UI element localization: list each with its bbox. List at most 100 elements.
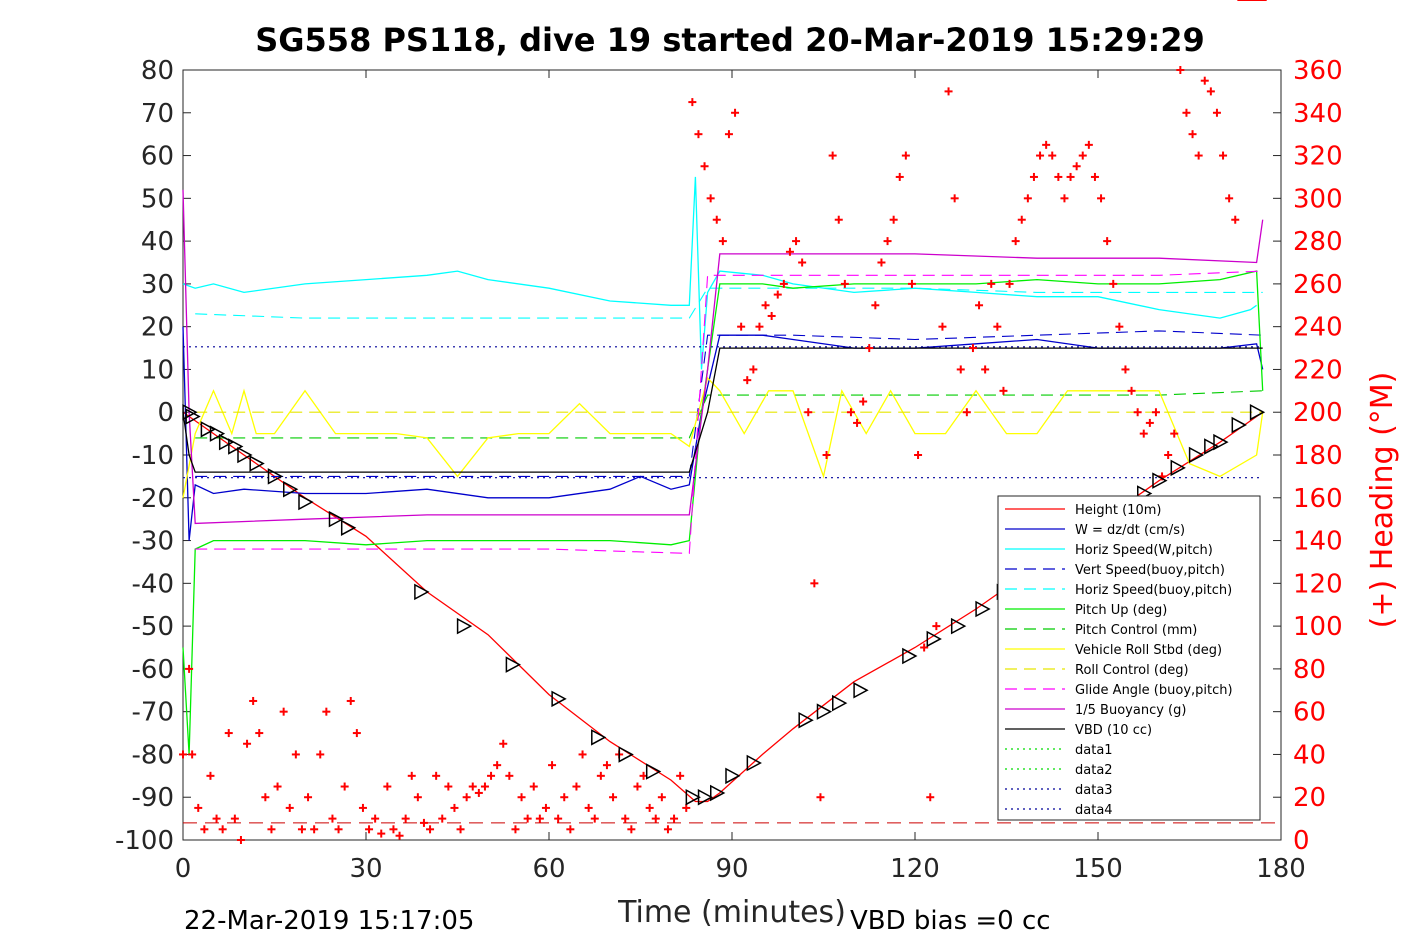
heading-point <box>981 365 990 374</box>
y-tick-label: -20 <box>132 484 174 514</box>
series-line-5 <box>182 270 1264 755</box>
heading-point <box>554 814 563 823</box>
heading-point <box>932 622 941 631</box>
series-line-3 <box>195 330 1263 477</box>
height-marker <box>298 493 314 511</box>
height-marker <box>551 690 567 708</box>
heading-point <box>1206 87 1215 96</box>
heading-point <box>1060 194 1069 203</box>
x-tick-label: 30 <box>349 854 382 884</box>
heading-point <box>633 782 642 791</box>
y2-tick-label: 120 <box>1293 569 1343 599</box>
y2-tick-label: 260 <box>1293 270 1343 300</box>
heading-point <box>499 739 508 748</box>
legend-label: data3 <box>1075 783 1113 798</box>
height-marker <box>228 438 244 455</box>
height-marker <box>950 617 967 635</box>
heading-point <box>474 788 483 797</box>
series-line-9 <box>195 270 1263 554</box>
heading-point <box>185 664 194 673</box>
legend: Height (10m) W = dz/dt (cm/s) Horiz Speed(… <box>997 495 1261 821</box>
heading-point <box>1231 215 1240 224</box>
heading-point <box>743 376 752 385</box>
heading-point <box>590 814 599 823</box>
heading-point <box>621 814 630 823</box>
heading-point <box>566 825 575 834</box>
heading-point <box>480 782 489 791</box>
heading-point <box>541 803 550 812</box>
heading-point <box>1036 151 1045 160</box>
heading-point <box>310 825 319 834</box>
legend-box <box>997 495 1261 821</box>
legend-label: Glide Angle (buoy,pitch) <box>1075 683 1233 698</box>
x-tick-label: 90 <box>715 854 748 884</box>
series-line-10 <box>182 189 1264 525</box>
heading-point <box>407 771 416 780</box>
heading-point <box>828 151 837 160</box>
heading-point <box>1115 322 1124 331</box>
heading-point <box>865 344 874 353</box>
heading-point <box>804 408 813 417</box>
heading-point <box>340 782 349 791</box>
heading-point <box>560 793 569 802</box>
height-marker <box>267 468 284 485</box>
heading-point <box>920 643 929 652</box>
heading-point <box>432 771 441 780</box>
height-marker <box>1213 433 1229 451</box>
heading-point <box>255 729 264 738</box>
y2-tick-label: 180 <box>1293 441 1343 471</box>
heading-point <box>1194 151 1203 160</box>
y2-tick-label: 280 <box>1293 227 1343 257</box>
chart-title: SG558 PS118, dive 19 started 20-Mar-2019… <box>255 21 1205 59</box>
heading-point <box>792 237 801 246</box>
heading-point <box>206 771 215 780</box>
heading-point <box>651 814 660 823</box>
legend-label: Horiz Speed(buoy,pitch) <box>1075 583 1232 598</box>
y2-axis-label: (+) Heading (°M) <box>1365 372 1400 629</box>
heading-point <box>200 825 209 834</box>
legend-label: Height (10m) <box>1075 503 1161 518</box>
heading-layer <box>179 0 1267 844</box>
heading-point <box>1133 408 1142 417</box>
series-line-7 <box>182 376 1264 498</box>
y-tick-label: -30 <box>132 527 174 557</box>
y-tick-label: 50 <box>141 184 174 214</box>
y2-tick-label: 160 <box>1293 484 1343 514</box>
heading-point <box>505 771 514 780</box>
heading-point <box>773 290 782 299</box>
heading-point <box>871 301 880 310</box>
heading-point <box>889 215 898 224</box>
heading-point <box>877 258 886 267</box>
legend-label: Roll Control (deg) <box>1075 663 1189 678</box>
heading-point <box>529 782 538 791</box>
heading-point <box>944 87 953 96</box>
heading-point <box>602 761 611 770</box>
heading-point <box>785 247 794 256</box>
heading-point <box>1011 237 1020 246</box>
heading-point <box>950 194 959 203</box>
heading-point <box>700 162 709 171</box>
heading-point <box>670 814 679 823</box>
heading-point <box>517 793 526 802</box>
heading-point <box>334 825 343 834</box>
heading-point <box>511 825 520 834</box>
heading-point <box>230 814 239 823</box>
y2-tick-label: 240 <box>1293 313 1343 343</box>
heading-point <box>1048 151 1057 160</box>
heading-point <box>737 322 746 331</box>
heading-point <box>749 365 758 374</box>
heading-point <box>401 814 410 823</box>
legend-label: 1/5 Buoyancy (g) <box>1075 703 1186 718</box>
heading-point <box>316 750 325 759</box>
heading-point <box>243 739 252 748</box>
legend-label: Vert Speed(buoy,pitch) <box>1075 563 1225 578</box>
y-axis-right: 3603403203002802602402202001801601401201… <box>1273 56 1343 856</box>
height-marker <box>249 455 265 472</box>
heading-point <box>450 803 459 812</box>
heading-point <box>822 451 831 459</box>
heading-point <box>578 750 587 759</box>
height-marker <box>218 433 235 451</box>
y-tick-label: -90 <box>132 783 174 813</box>
heading-point <box>1182 108 1191 117</box>
heading-point <box>584 803 593 812</box>
